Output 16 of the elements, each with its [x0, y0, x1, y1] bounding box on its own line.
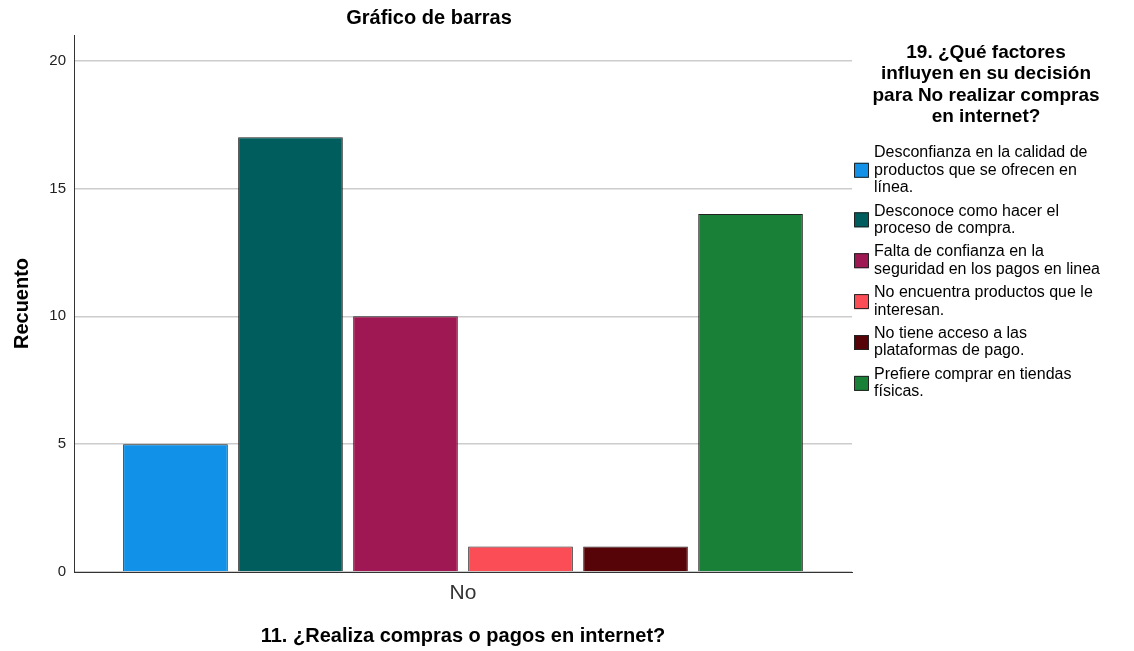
x-axis-title: 11. ¿Realiza compras o pagos en internet? [260, 623, 666, 646]
y-tick-label: 5 [57, 434, 66, 452]
y-tick-label: 15 [49, 178, 66, 196]
y-axis-title: Recuento [9, 257, 32, 350]
legend-label: Falta de confianza en la seguridad en los pagos en linea [874, 242, 1101, 277]
legend-label: Desconoce como hacer el proceso de compra. [874, 201, 1059, 236]
y-tick-label: 0 [57, 562, 66, 580]
legend-label: Desconfianza en la calidad de productos que se ofrecen en línea. [874, 143, 1088, 195]
y-tick-label: 10 [49, 306, 66, 324]
legend-label: No tiene acceso a las plataformas de pago. [874, 324, 1027, 359]
legend-label: Prefiere comprar en tiendas físicas. [874, 365, 1072, 400]
chart-title: Gráfico de barras [346, 5, 512, 28]
x-tick-label: No [449, 580, 477, 604]
legend-title: 19. ¿Qué factores influyen en su decisión para No realizar compras en internet? [872, 40, 1100, 127]
y-tick-label: 20 [49, 50, 66, 68]
legend-label: No encuentra productos que le interesan. [874, 283, 1093, 318]
